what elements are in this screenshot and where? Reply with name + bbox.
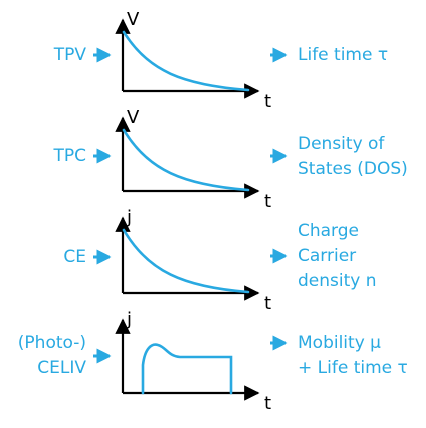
technique-label-line: TPV xyxy=(53,45,86,65)
result-label-line: Mobility μ xyxy=(298,333,381,353)
technique-label: CE xyxy=(63,245,86,270)
technique-label: TPV xyxy=(54,43,86,68)
technique-label: TPC xyxy=(53,144,86,169)
result-label-line: Density of xyxy=(298,134,385,154)
result-label-line: Life time τ xyxy=(298,45,389,65)
y-axis-label: j xyxy=(127,309,133,330)
technique-label-line: (Photo-) xyxy=(17,333,86,353)
technique-label-line: TPC xyxy=(53,146,86,166)
signal-curve xyxy=(122,228,250,294)
y-axis-label: V xyxy=(127,107,140,128)
x-axis-label: t xyxy=(264,191,272,212)
signal-curve xyxy=(141,343,233,395)
result-label-line: Carrier xyxy=(298,246,357,266)
result-label-line: + Life time τ xyxy=(298,358,408,378)
result-label: Charge Carrier density n xyxy=(298,219,377,294)
result-label-line: States (DOS) xyxy=(298,159,408,179)
result-label: Density of States (DOS) xyxy=(298,132,408,182)
technique-label-line: CELIV xyxy=(37,358,86,378)
technique-label-line: CE xyxy=(63,247,86,267)
result-label: Mobility μ + Life time τ xyxy=(298,331,408,381)
result-label-line: density n xyxy=(298,271,377,291)
technique-label: (Photo-) CELIV xyxy=(18,331,86,381)
x-axis-label: t xyxy=(264,293,272,314)
y-axis-label: j xyxy=(127,207,133,228)
x-axis-label: t xyxy=(264,91,272,112)
x-axis-label: t xyxy=(264,393,272,414)
result-label-line: Charge xyxy=(298,221,360,241)
signal-curve xyxy=(122,128,250,192)
result-label: Life time τ xyxy=(298,43,388,68)
y-axis-label: V xyxy=(127,9,140,30)
signal-curve xyxy=(122,30,250,92)
